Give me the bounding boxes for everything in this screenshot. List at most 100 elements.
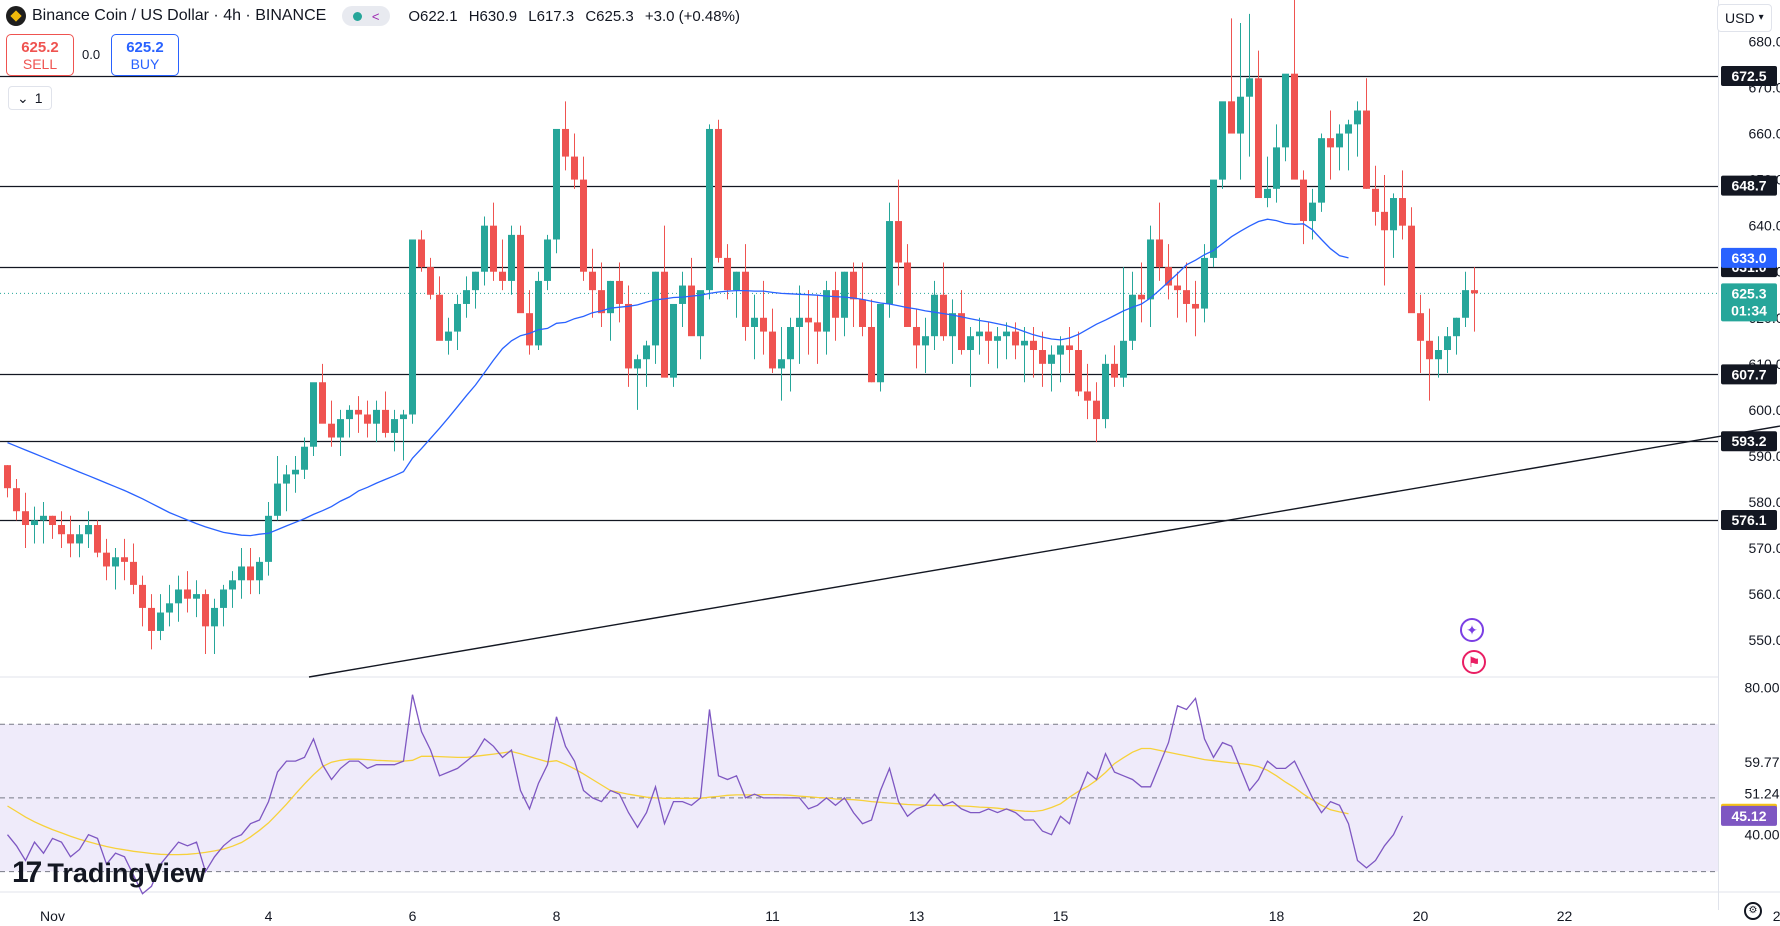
sell-label: SELL [22,56,58,72]
candle-body [805,317,812,323]
candle-body [796,317,803,327]
candle-body [49,515,56,526]
candle-body [841,271,848,318]
candle [553,128,560,254]
candle [1165,244,1172,300]
candle-body [1336,133,1343,148]
candle [1228,18,1235,134]
currency-label: USD [1725,10,1755,26]
candle [139,575,146,627]
candle-body [481,225,488,272]
candle-body [1111,363,1118,378]
candle [499,239,506,291]
candle-body [1282,73,1289,148]
candle-body [1039,350,1046,364]
tradingview-logo[interactable]: 17 TradingView [12,856,206,890]
candle [643,340,650,387]
candle-body [382,409,389,433]
candle [256,557,263,595]
price-tick-label: 680.0 [1748,33,1780,49]
symbol-header: Binance Coin / US Dollar · 4h · BINANCE … [6,4,747,28]
time-tick-label: 20 [1413,908,1429,924]
currency-selector[interactable]: USD ▾ [1717,4,1772,32]
candle [436,276,443,341]
candle-body [337,419,344,438]
candle-body [1291,73,1298,180]
buy-button[interactable]: 625.2 BUY [111,34,179,76]
time-tick-label: 4 [265,908,273,924]
candle [1039,331,1046,387]
candle-body [1201,257,1208,309]
share-icon[interactable]: < [371,8,380,24]
candle-body [400,414,407,420]
candle-body [679,285,686,304]
candle-body [1471,290,1478,294]
candle-body [220,589,227,608]
candle-body [913,326,920,346]
candle [1363,78,1370,189]
candle-body [184,589,191,599]
price-tick-label: 570.0 [1748,540,1780,556]
event-marker-icon[interactable]: ✦ [1460,618,1484,642]
indicator-collapse-toggle[interactable]: ⌄ 1 [8,86,52,110]
candle-body [409,239,416,415]
candle-body [742,271,749,327]
candle [103,538,110,581]
candle [364,400,371,438]
time-tick-label: 15 [1053,908,1069,924]
candle-body [967,336,974,351]
candle-body [850,271,857,300]
candle [1300,170,1307,245]
candle-body [670,303,677,378]
candle-body [346,409,353,420]
candle [1138,262,1145,323]
candle-body [1102,363,1109,420]
candle [13,478,20,521]
sell-button[interactable]: 625.2 SELL [6,34,74,76]
rsi-line [6,694,1404,895]
candle-body [859,299,866,327]
candle [1336,124,1343,171]
candle-body [607,280,614,314]
candle-body [1165,267,1172,286]
settings-gear-icon[interactable]: ⚙ [1744,902,1762,920]
candle-body [940,294,947,337]
candle [49,515,56,539]
level-price-badge: 648.7 [1721,175,1777,196]
candle [841,271,848,337]
candle-body [103,552,110,567]
candle [1444,326,1451,374]
candle [184,571,191,613]
candle-body [697,290,704,337]
candle-body [1030,340,1037,351]
symbol-title[interactable]: Binance Coin / US Dollar · 4h · BINANCE [32,7,327,24]
time-tick-label: Nov [40,908,65,924]
candle-body [1129,294,1136,341]
trendline [308,425,1780,678]
candle [1354,101,1361,157]
candle-body [1381,211,1388,231]
candle-body [553,128,560,240]
candle [886,202,893,318]
candle-body [1237,96,1244,134]
candle-body [1453,317,1460,337]
candle-body [301,446,308,470]
candle [967,326,974,387]
market-status-pill[interactable]: < [342,6,391,26]
candle [193,580,200,618]
candle [1120,267,1127,387]
us-flag-event-icon[interactable]: ⚑ [1462,650,1486,674]
candle [94,520,101,558]
candle [1309,188,1316,240]
moving-average-line [7,218,1349,537]
candle [400,409,407,461]
last-price-badge-text: 625.3 [1731,285,1766,301]
chevron-down-icon: ⌄ [17,90,29,106]
price-tick-label: 640.0 [1748,218,1780,234]
candle [940,262,947,341]
level-price-badge: 593.2 [1721,431,1777,452]
candle-body [40,515,47,521]
level-price-badge-text: 593.2 [1731,433,1766,449]
candle-body [1408,225,1415,314]
